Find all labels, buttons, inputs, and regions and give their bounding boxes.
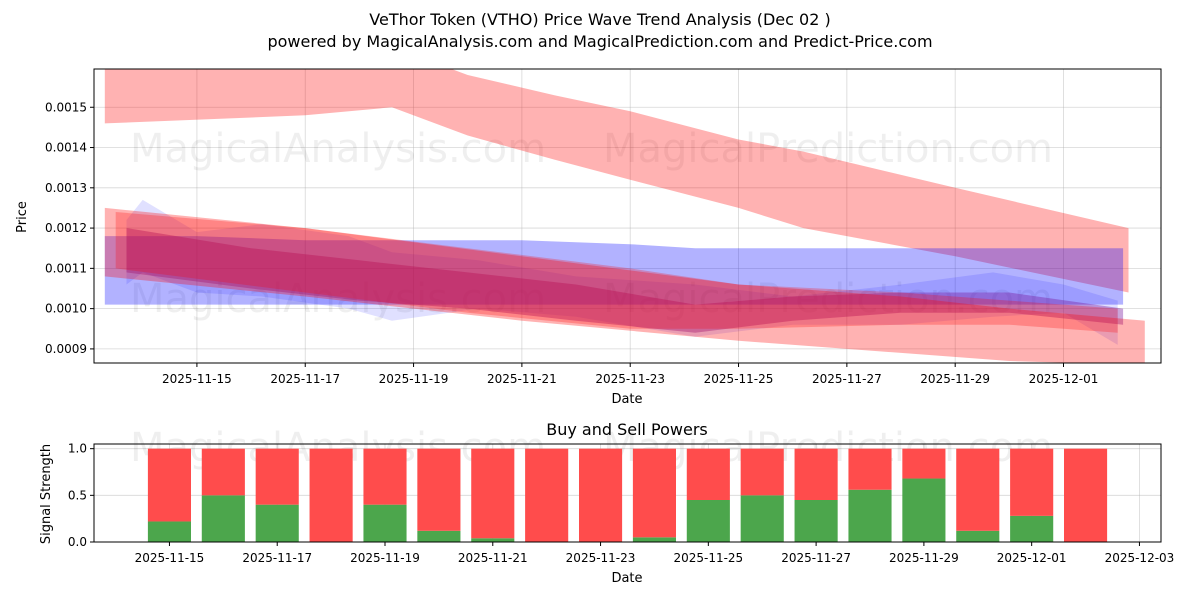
buy-bar xyxy=(471,538,515,542)
buy-bar xyxy=(1010,515,1054,542)
sell-bar xyxy=(632,448,676,538)
signal-x-tick-label: 2025-11-29 xyxy=(889,551,959,565)
price-x-tick-label: 2025-11-27 xyxy=(812,372,882,386)
price-x-ticks: 2025-11-15 2025-11-17 2025-11-19 2025-11-21… xyxy=(162,363,1098,386)
signal-y-tick-label: 0.5 xyxy=(68,488,87,502)
sell-bar xyxy=(201,448,245,496)
price-y-tick-label: 0.0011 xyxy=(45,261,87,275)
watermark-magicalanalysis: MagicalAnalysis.com xyxy=(130,126,546,172)
signal-x-tick-label: 2025-11-27 xyxy=(781,551,851,565)
signal-x-tick-label: 2025-11-15 xyxy=(135,551,205,565)
buy-bar xyxy=(740,495,784,542)
band-purple-band xyxy=(126,228,1124,333)
sell-bar xyxy=(1064,448,1108,542)
price-y-tick-label: 0.0014 xyxy=(45,141,87,155)
sell-bar xyxy=(1010,448,1054,516)
signal-x-tick-label: 2025-12-03 xyxy=(1105,551,1175,565)
buy-bar xyxy=(147,521,191,542)
sell-bar xyxy=(363,448,407,505)
signal-x-tick-label: 2025-11-21 xyxy=(458,551,528,565)
price-x-tick-label: 2025-11-29 xyxy=(920,372,990,386)
price-x-tick-label: 2025-11-25 xyxy=(704,372,774,386)
signal-x-ticks: 2025-11-15 2025-11-17 2025-11-19 2025-11-21… xyxy=(135,542,1175,565)
signal-y-label: Signal Strength xyxy=(39,444,54,544)
watermark-magicalanalysis-2: MagicalAnalysis.com xyxy=(130,276,546,322)
price-x-tick-label: 2025-11-15 xyxy=(162,372,232,386)
buy-bar xyxy=(363,504,407,542)
price-y-tick-label: 0.0010 xyxy=(45,302,87,316)
price-plot-frame xyxy=(93,68,1162,364)
sell-bar xyxy=(471,448,515,539)
watermark-magicalprediction: MagicalPrediction.com xyxy=(603,126,1053,172)
buy-bar xyxy=(956,530,1000,542)
price-y-tick-label: 0.0009 xyxy=(45,342,87,356)
price-x-tick-label: 2025-11-21 xyxy=(487,372,557,386)
sell-bar xyxy=(902,448,946,479)
price-x-tick-label: 2025-11-23 xyxy=(595,372,665,386)
price-x-label: Date xyxy=(611,392,642,407)
signal-x-label: Date xyxy=(611,571,642,586)
price-x-tick-label: 2025-12-01 xyxy=(1029,372,1099,386)
signal-y-tick-label: 1.0 xyxy=(68,442,87,456)
signal-x-tick-label: 2025-11-25 xyxy=(673,551,743,565)
signal-x-tick-label: 2025-11-19 xyxy=(350,551,420,565)
signal-plot-frame xyxy=(93,443,1162,543)
signal-x-tick-label: 2025-12-01 xyxy=(997,551,1067,565)
sell-bar xyxy=(417,448,461,531)
chart-title: VeThor Token (VTHO) Price Wave Trend Ana… xyxy=(369,10,830,29)
price-y-tick-label: 0.0013 xyxy=(45,181,87,195)
sell-bar xyxy=(740,448,784,496)
price-y-ticks: 0.0009 0.0010 0.0011 0.0012 0.0013 0.0014 0.00… xyxy=(45,100,94,356)
sell-bar xyxy=(794,448,838,500)
chart-subtitle: powered by MagicalAnalysis.com and Magic… xyxy=(267,32,932,51)
price-y-label: Price xyxy=(15,201,30,233)
band-red-band xyxy=(115,212,1118,333)
sell-bar xyxy=(579,448,623,542)
buy-bar xyxy=(201,495,245,542)
sell-bar xyxy=(848,448,892,490)
band-blue-band-2 xyxy=(126,199,1118,345)
signal-y-tick-label: 0.0 xyxy=(68,535,87,549)
signal-bars xyxy=(147,448,1108,542)
sell-bar xyxy=(956,448,1000,531)
sell-bar xyxy=(255,448,299,505)
signal-chart-title: Buy and Sell Powers xyxy=(546,420,708,439)
buy-bar xyxy=(686,500,730,542)
band-blue-band-1 xyxy=(104,236,1124,305)
band-upper-red-wave xyxy=(104,69,1129,293)
signal-x-tick-label: 2025-11-17 xyxy=(242,551,312,565)
price-y-tick-label: 0.0012 xyxy=(45,221,87,235)
band-lower-red-wave xyxy=(104,207,1145,363)
price-y-tick-label: 0.0015 xyxy=(45,100,87,114)
buy-bar xyxy=(794,500,838,542)
price-grid xyxy=(94,69,1161,363)
sell-bar xyxy=(525,448,569,542)
buy-bar xyxy=(255,504,299,542)
sell-bar xyxy=(309,448,353,542)
signal-y-ticks: 0.0 0.5 1.0 xyxy=(68,442,94,549)
buy-bar xyxy=(902,478,946,542)
sell-bar xyxy=(147,448,191,522)
price-x-tick-label: 2025-11-17 xyxy=(270,372,340,386)
signal-x-tick-label: 2025-11-23 xyxy=(566,551,636,565)
price-bands xyxy=(104,69,1145,363)
sell-bar xyxy=(686,448,730,500)
buy-bar xyxy=(848,489,892,542)
price-x-tick-label: 2025-11-19 xyxy=(379,372,449,386)
watermark-magicalprediction-2: MagicalPrediction.com xyxy=(603,276,1053,322)
buy-bar xyxy=(632,537,676,542)
buy-bar xyxy=(417,530,461,542)
